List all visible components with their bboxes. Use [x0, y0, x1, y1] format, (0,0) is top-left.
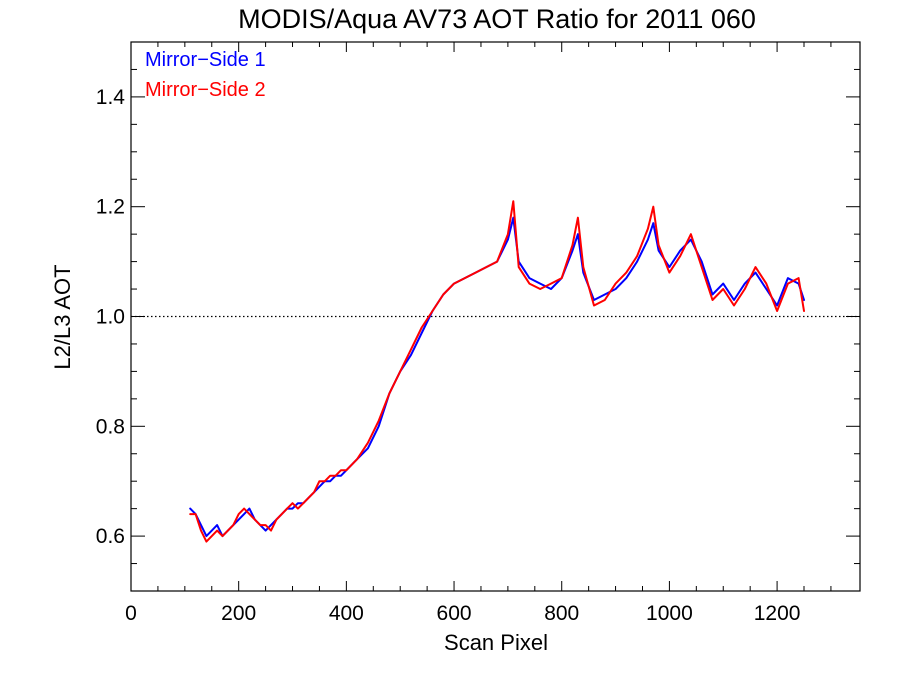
x-tick-label: 200	[221, 602, 256, 625]
x-axis-label: Scan Pixel	[444, 630, 548, 655]
y-tick-label: 1.2	[96, 196, 125, 219]
x-tick-label: 600	[437, 602, 472, 625]
series-line-1	[189, 216, 805, 538]
y-axis-label: L2/L3 AOT	[50, 264, 75, 369]
y-tick-labels: 0.6 0.8 1.0 1.2 1.4	[96, 86, 126, 548]
chart-title: MODIS/Aqua AV73 AOT Ratio for 2011 060	[238, 4, 756, 34]
x-tick-label: 800	[544, 602, 579, 625]
plot-area	[189, 200, 805, 543]
x-tick-labels: 0 200 400 600 800 1000 1200	[125, 602, 800, 625]
series-line-2	[189, 200, 805, 543]
legend-entry-mirror-side-2: Mirror−Side 2	[145, 79, 266, 101]
x-tick-label: 0	[125, 602, 137, 625]
legend: Mirror−Side 1 Mirror−Side 2	[145, 49, 266, 101]
y-tick-label: 1.4	[96, 86, 126, 109]
legend-entry-mirror-side-1: Mirror−Side 1	[145, 49, 266, 71]
y-tick-label: 0.8	[96, 415, 125, 438]
y-tick-label: 1.0	[96, 306, 125, 329]
x-tick-label: 1000	[646, 602, 693, 625]
x-tick-label: 400	[329, 602, 364, 625]
plot-frame	[130, 41, 861, 592]
x-tick-label: 1200	[754, 602, 801, 625]
y-tick-label: 0.6	[96, 525, 125, 548]
